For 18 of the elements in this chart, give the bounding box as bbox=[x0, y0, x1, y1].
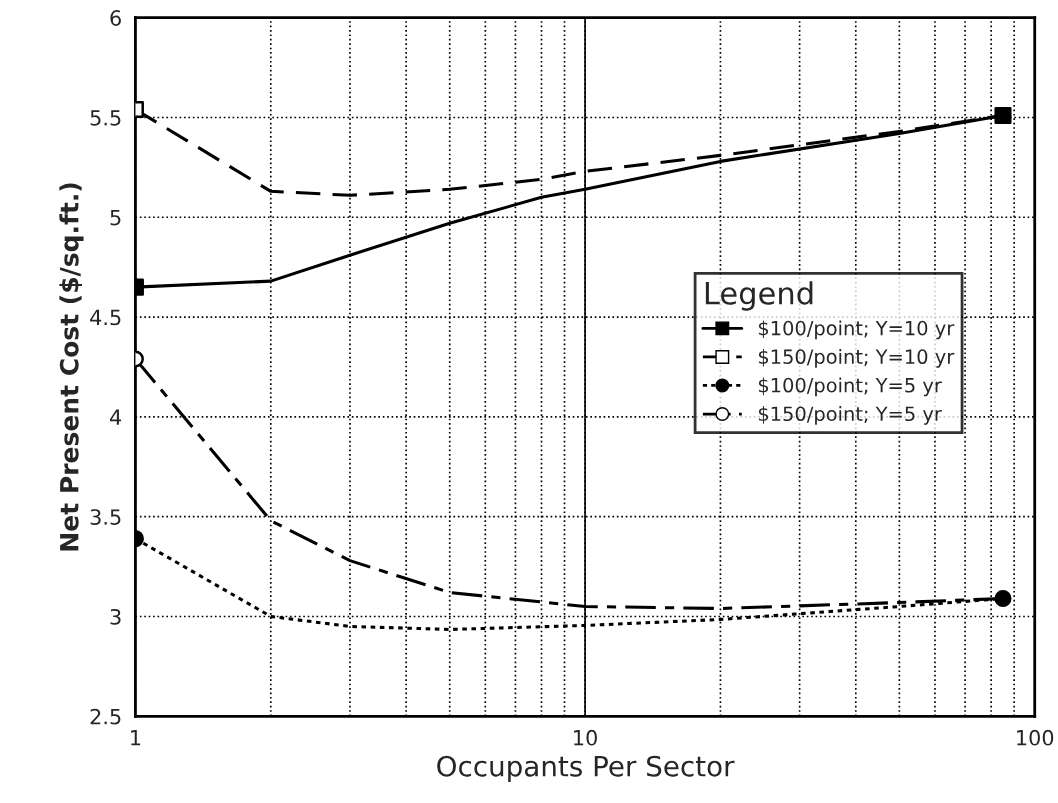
y-tick-label: 4 bbox=[109, 409, 122, 425]
legend-label: $150/point; Y=10 yr bbox=[758, 348, 955, 368]
legend-label: $150/point; Y=5 yr bbox=[758, 406, 942, 425]
y-tick-label: 5.5 bbox=[90, 110, 121, 126]
y-tick-label: 3 bbox=[110, 608, 121, 625]
y-tick-label: 2.5 bbox=[90, 708, 121, 725]
legend-title: Legend bbox=[705, 281, 813, 311]
y-tick-label: 6 bbox=[110, 10, 121, 26]
x-tick-label: 100 bbox=[1017, 729, 1054, 746]
x-tick-label: 10 bbox=[574, 729, 597, 746]
legend-label: $100/point; Y=5 yr bbox=[758, 377, 942, 397]
x-tick-label: 1 bbox=[131, 730, 141, 746]
y-tick-label: 3.5 bbox=[90, 509, 121, 525]
y-tick-label: 5 bbox=[110, 210, 121, 226]
y-axis-title: Net Present Cost ($/sq.ft.) bbox=[59, 183, 84, 551]
y-tick-label: 4.5 bbox=[90, 309, 121, 326]
x-axis-title: Occupants Per Sector bbox=[437, 755, 735, 783]
legend-label: $100/point; Y=10 yr bbox=[758, 320, 955, 340]
